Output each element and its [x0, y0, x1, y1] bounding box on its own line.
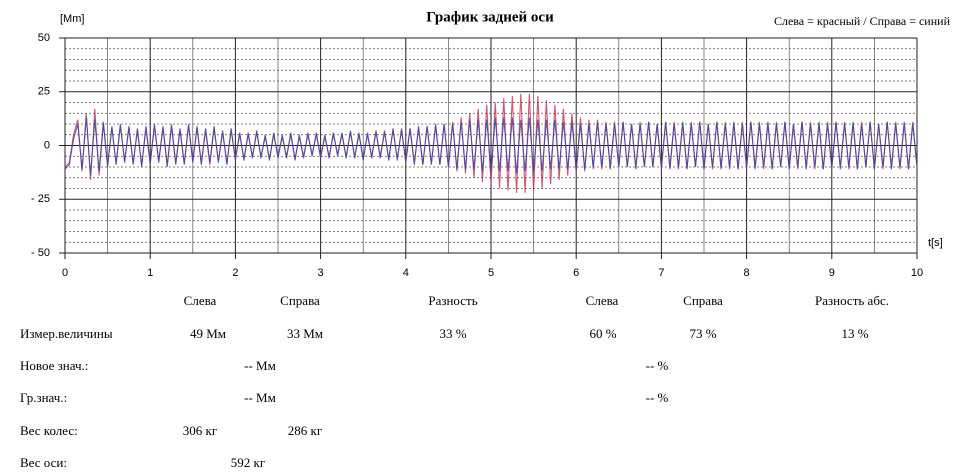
x-tick-label: 0 — [62, 267, 68, 279]
x-tick-label: 7 — [658, 267, 664, 279]
y-tick-label: 25 — [38, 86, 50, 98]
x-tick-label: 10 — [911, 267, 923, 279]
table-cell: -- Мм — [244, 358, 276, 373]
table-cell: -- Мм — [244, 390, 276, 405]
x-tick-label: 9 — [829, 267, 835, 279]
table-cell: -- % — [646, 390, 669, 405]
y-tick-label: 0 — [44, 139, 50, 151]
x-tick-label: 2 — [232, 267, 238, 279]
table-header: Разность абс. — [815, 293, 889, 308]
x-tick-label: 3 — [318, 267, 324, 279]
legend-note: Слева = красный / Справа = синий — [774, 14, 951, 28]
table-cell: 33 Мм — [287, 326, 323, 341]
table-header: Слева — [586, 293, 619, 308]
row-label: Измер.величины — [20, 326, 113, 341]
x-axis-label: t[s] — [928, 237, 943, 249]
table-cell: 13 % — [841, 326, 868, 341]
table-cell: 49 Мм — [190, 326, 226, 341]
y-axis-label: [Mm] — [60, 13, 84, 25]
x-tick-label: 6 — [573, 267, 579, 279]
y-tick-label: - 25 — [31, 193, 50, 205]
chart-title: График задней оси — [426, 9, 554, 25]
series-line — [64, 117, 918, 176]
y-tick-label: - 50 — [31, 247, 50, 259]
table-cell: 73 % — [689, 326, 716, 341]
table-cell: -- % — [646, 358, 669, 373]
table-cell: 286 кг — [288, 423, 322, 438]
row-label: Вес колес: — [20, 423, 78, 438]
table-cell: 33 % — [439, 326, 466, 341]
y-tick-label: 50 — [38, 32, 50, 44]
table-cell: 60 % — [589, 326, 616, 341]
x-tick-label: 4 — [403, 267, 409, 279]
row-label: Гр.знач.: — [20, 390, 67, 405]
row-label: Вес оси: — [20, 455, 67, 470]
table-cell: 306 кг — [183, 423, 217, 438]
table-header: Справа — [280, 293, 320, 308]
table-cell: 592 кг — [231, 455, 265, 470]
row-label: Новое знач.: — [20, 358, 88, 373]
x-tick-label: 5 — [488, 267, 494, 279]
x-tick-label: 8 — [744, 267, 750, 279]
table-header: Справа — [683, 293, 723, 308]
table-header: Слева — [184, 293, 217, 308]
x-tick-label: 1 — [147, 267, 153, 279]
table-header: Разность — [428, 293, 477, 308]
